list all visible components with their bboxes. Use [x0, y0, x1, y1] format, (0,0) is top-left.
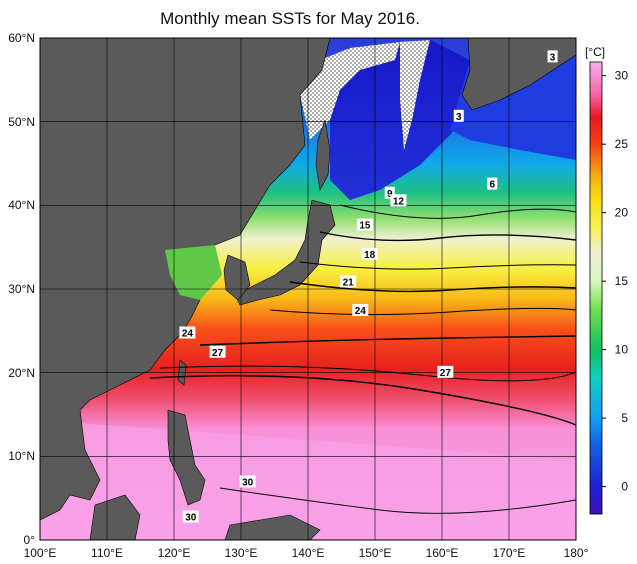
- lon-tick: 170°E: [493, 546, 526, 560]
- lat-tick: 30°N: [8, 282, 35, 296]
- contour-label-box: [340, 275, 357, 288]
- contour-label-box: [356, 218, 373, 231]
- colorbar-ramp: [589, 61, 603, 515]
- contour-label-box: [547, 50, 558, 63]
- contour-label-box: [437, 365, 454, 378]
- lon-tick: 130°E: [225, 546, 258, 560]
- colorbar-tick-label: 30: [615, 69, 629, 83]
- lon-tick: 100°E: [24, 546, 57, 560]
- sakhalin-land: [315, 119, 331, 191]
- contour-label: 30: [242, 477, 254, 488]
- lon-tick: 150°E: [359, 546, 392, 560]
- contour-label-box: [239, 475, 256, 488]
- colorbar-tick-label: 15: [615, 274, 629, 288]
- contour-label: 12: [393, 196, 405, 207]
- borneo-land: [89, 494, 141, 540]
- lon-tick: 180°: [564, 546, 589, 560]
- lon-tick: 110°E: [91, 546, 123, 560]
- lon-tick: 140°E: [292, 546, 325, 560]
- lon-axis: 100°E 110°E 120°E 130°E 140°E 150°E 160°…: [24, 546, 589, 560]
- contour-label-box: [179, 326, 196, 339]
- lat-tick: 20°N: [8, 366, 35, 380]
- contour-label: 18: [364, 250, 376, 261]
- contour-label-box: [361, 247, 378, 260]
- contour-label: 27: [440, 368, 452, 379]
- contour-label-box: [182, 510, 199, 523]
- contour-label: 15: [359, 221, 371, 232]
- lon-tick: 120°E: [158, 546, 191, 560]
- colorbar-tick-label: 20: [615, 206, 629, 220]
- contour-label: 9: [387, 189, 393, 200]
- lat-tick: 10°N: [8, 449, 35, 463]
- contour-label: 6: [489, 180, 495, 191]
- contour-label-box: [390, 194, 407, 207]
- lat-tick: 40°N: [8, 198, 35, 212]
- contour-label: 3: [456, 112, 462, 123]
- contour-label-box: [487, 177, 498, 190]
- lat-tick: 60°N: [8, 31, 35, 45]
- contour-labels: 3 3 6 912 15 18 21 24 24 27 27 30 30: [179, 50, 558, 524]
- sea-ice-east: [400, 40, 430, 150]
- philippines-land: [167, 409, 206, 506]
- contour-label: 30: [185, 513, 197, 524]
- contour-label: 24: [355, 306, 367, 317]
- new-guinea-land: [224, 514, 321, 540]
- japan-land: [234, 199, 336, 306]
- map-title: Monthly mean SSTs for May 2016.: [160, 9, 420, 28]
- contour-label: 24: [182, 329, 194, 340]
- contour-label-box: [352, 303, 369, 316]
- colorbar-tick-label: 25: [615, 137, 629, 151]
- contour-label: 27: [212, 348, 224, 359]
- contour-label-box: [384, 186, 395, 199]
- isotherms: [149, 204, 576, 514]
- lat-axis: 0° 10°N 20°N 30°N 40°N 50°N 60°N: [8, 31, 35, 547]
- contour-label-box: [209, 345, 226, 358]
- sea-ice: [300, 42, 400, 140]
- lat-tick: 50°N: [8, 115, 35, 129]
- contour-label: 3: [550, 52, 556, 63]
- colorbar-ticks: 0 5 10 15 20 25 30: [602, 69, 628, 494]
- kamchatka-land: [461, 38, 576, 111]
- colorbar-unit: [°C]: [585, 45, 605, 59]
- lat-tick: 0°: [24, 533, 36, 547]
- yellow-sea: [165, 245, 222, 300]
- colorbar-tick-label: 5: [621, 411, 628, 425]
- contour-label-box: [453, 109, 464, 122]
- colorbar-tick-label: 0: [621, 480, 628, 494]
- colorbar-tick-label: 10: [615, 343, 629, 357]
- graticule: [40, 38, 576, 540]
- lon-tick: 160°E: [426, 546, 459, 560]
- map-frame: [39, 37, 577, 541]
- contour-label: 21: [343, 277, 355, 288]
